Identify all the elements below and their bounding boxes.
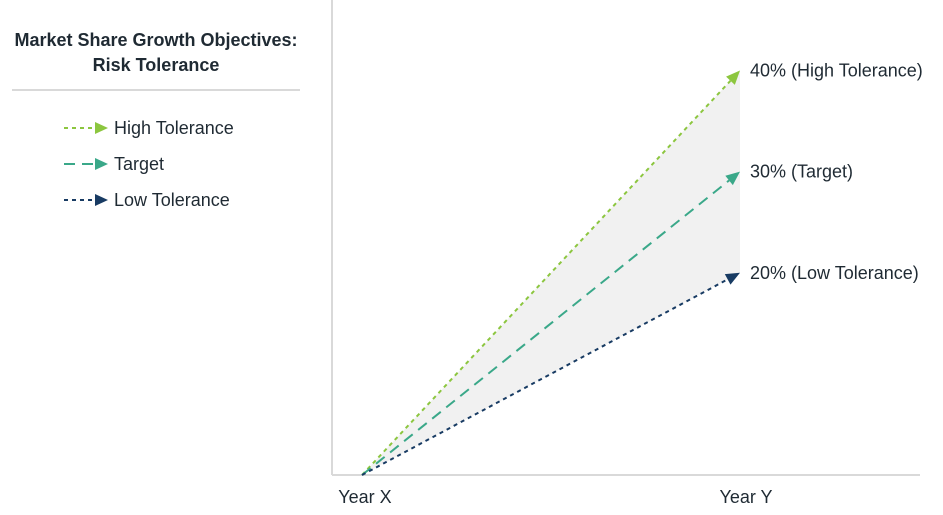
- series-line-high: [361, 80, 732, 476]
- legend-swatch-low: [64, 194, 108, 206]
- legend-title-line2: Risk Tolerance: [92, 55, 220, 75]
- series-arrowhead-target: [725, 171, 740, 186]
- legend-title-line1: Market Share Growth Objectives:: [14, 30, 298, 50]
- series-line-low: [361, 278, 729, 476]
- legend-item-high: High Tolerance: [62, 110, 234, 146]
- x-tick-label: Year Y: [719, 487, 772, 507]
- legend-item-target: Target: [62, 146, 234, 182]
- legend-swatch-target: [64, 158, 108, 170]
- legend-label-low: Low Tolerance: [114, 189, 230, 210]
- end-label-low: 20% (Low Tolerance): [750, 263, 919, 283]
- legend-title: Market Share Growth Objectives: Risk Tol…: [12, 28, 300, 78]
- legend-arrowhead: [95, 158, 108, 170]
- end-label-high: 40% (High Tolerance): [750, 61, 923, 81]
- legend-list: High Tolerance Target Low Tolerance: [62, 110, 234, 218]
- series-line-target: [361, 179, 730, 476]
- end-label-target: 30% (Target): [750, 162, 853, 182]
- legend-panel: Market Share Growth Objectives: Risk Tol…: [0, 0, 310, 515]
- legend-label-high: High Tolerance: [114, 117, 234, 138]
- legend-label-target: Target: [114, 153, 165, 174]
- series-arrowhead-low: [724, 272, 740, 285]
- legend-arrowhead: [95, 194, 108, 206]
- legend-divider: [12, 89, 300, 91]
- series-arrowhead-high: [726, 70, 740, 85]
- legend-item-low: Low Tolerance: [62, 182, 234, 218]
- x-tick-label: Year X: [338, 487, 391, 507]
- legend-swatch-high: [64, 122, 108, 134]
- legend-arrowhead: [95, 122, 108, 134]
